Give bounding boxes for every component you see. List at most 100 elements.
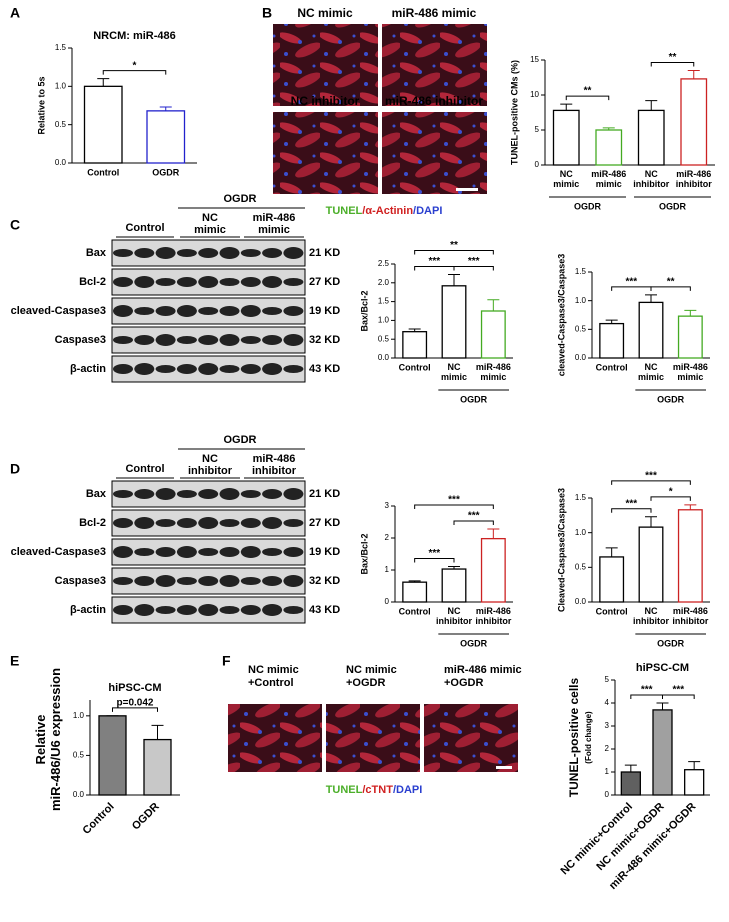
blot-band bbox=[262, 307, 283, 315]
microscopy-image bbox=[273, 24, 378, 106]
x-tick-label: miR-486 mimic bbox=[591, 169, 626, 189]
group-label: OGDR bbox=[657, 638, 685, 648]
blot-group: NC mimic bbox=[194, 212, 226, 236]
significance-label: *** bbox=[448, 495, 460, 506]
significance-label: ** bbox=[667, 277, 675, 288]
significance-bracket bbox=[453, 520, 494, 526]
y-axis-label: RelativemiR-486/U6 expression bbox=[33, 668, 63, 811]
microscopy-image bbox=[424, 704, 518, 772]
blot-band bbox=[283, 247, 304, 259]
blot-row-label: Caspase3 bbox=[55, 575, 106, 587]
panel-label: A bbox=[10, 5, 20, 21]
y-tick-label: 0.0 bbox=[575, 353, 587, 362]
blot-band bbox=[176, 364, 197, 374]
error-bar bbox=[97, 78, 110, 87]
bar bbox=[441, 568, 467, 603]
significance-label: *** bbox=[641, 685, 653, 696]
y-tick-label: 1.5 bbox=[55, 43, 67, 52]
y-axis-label: cleaved-Caspase3/Caspase3 bbox=[556, 254, 566, 377]
blot-kd: 19 KD bbox=[309, 305, 340, 317]
x-tick-label: NC mimic bbox=[553, 169, 579, 189]
blot-row-label: β-actin bbox=[70, 604, 106, 616]
blot-band bbox=[176, 546, 197, 558]
error-bar bbox=[684, 309, 697, 317]
bar bbox=[599, 556, 625, 603]
error-bar bbox=[687, 70, 700, 79]
blot-band bbox=[240, 577, 261, 585]
error-bar bbox=[487, 299, 500, 311]
blot-group: NC inhibitor bbox=[188, 453, 233, 477]
image-label: miR-486 inhibitor bbox=[385, 94, 483, 108]
y-tick-label: 1.5 bbox=[575, 493, 587, 502]
blot-band bbox=[240, 249, 261, 257]
group-label: OGDR bbox=[657, 394, 685, 404]
significance-label: *** bbox=[468, 511, 480, 522]
blot-band bbox=[113, 277, 133, 287]
blot-band bbox=[113, 249, 133, 257]
x-tick-label: Control bbox=[81, 801, 117, 837]
significance-label: ** bbox=[450, 240, 458, 251]
y-tick-label: 0.5 bbox=[73, 751, 85, 760]
image-label: NC mimic bbox=[346, 664, 397, 676]
significance-label: * bbox=[133, 60, 137, 71]
y-tick-label: 3 bbox=[605, 721, 610, 730]
blot-group: miR-486 inhibitor bbox=[252, 453, 297, 477]
microscopy-image bbox=[382, 24, 487, 106]
significance-bracket bbox=[650, 62, 695, 67]
blot-band bbox=[198, 248, 219, 258]
blot-band bbox=[176, 605, 197, 615]
blot-band bbox=[198, 576, 219, 586]
significance-label: *** bbox=[625, 498, 637, 509]
error-bar bbox=[448, 565, 460, 570]
bar bbox=[402, 581, 428, 603]
blot-band bbox=[134, 517, 155, 529]
blot-group: Control bbox=[125, 222, 164, 234]
x-tick-label: Control bbox=[596, 362, 628, 372]
image-label: +OGDR bbox=[346, 677, 385, 689]
blot-band bbox=[262, 248, 283, 258]
y-axis-label: Relative to 5s bbox=[36, 76, 46, 134]
blot-row-label: β-actin bbox=[70, 363, 106, 375]
blot-band bbox=[198, 517, 219, 529]
y-tick-label: 0.5 bbox=[378, 334, 390, 343]
microscopy-image bbox=[273, 112, 378, 194]
error-bar bbox=[602, 127, 615, 130]
bar bbox=[552, 109, 580, 166]
bar bbox=[684, 769, 705, 796]
chart-title: NRCM: miR-486 bbox=[93, 30, 176, 42]
blot-band bbox=[283, 606, 304, 614]
image-label: +Control bbox=[248, 677, 294, 689]
blot-band bbox=[176, 336, 197, 344]
blot-band bbox=[155, 306, 176, 316]
x-tick-label: miR-486 inhibitor bbox=[475, 606, 511, 626]
x-tick-label: NC inhibitor bbox=[633, 169, 669, 189]
y-tick-label: 0.0 bbox=[73, 790, 85, 799]
image-label: NC inhibitor bbox=[291, 94, 360, 108]
blot-band bbox=[198, 307, 219, 315]
blot-band bbox=[283, 575, 304, 587]
y-axis-label: Cleaved-Caspase3/Caspase3 bbox=[556, 488, 566, 612]
image-label: +OGDR bbox=[444, 677, 483, 689]
blot-band bbox=[134, 276, 155, 288]
x-tick-label: NC mimic bbox=[441, 362, 467, 382]
blot-row-label: Bcl-2 bbox=[79, 276, 106, 288]
blot-kd: 32 KD bbox=[309, 334, 340, 346]
blot-band bbox=[262, 604, 283, 616]
blot-band bbox=[240, 546, 261, 558]
significance-bracket bbox=[650, 496, 691, 501]
blot-band bbox=[283, 306, 304, 316]
significance-label: *** bbox=[645, 471, 657, 482]
y-tick-label: 0 bbox=[535, 160, 540, 169]
y-tick-label: 2 bbox=[385, 533, 390, 542]
blot-band bbox=[219, 306, 240, 316]
error-bar bbox=[605, 319, 618, 324]
blot-band bbox=[113, 490, 133, 498]
blot-band bbox=[155, 334, 176, 346]
error-bar bbox=[487, 528, 500, 539]
error-bar bbox=[560, 103, 573, 111]
panel-label: C bbox=[10, 217, 20, 233]
bar bbox=[652, 709, 673, 796]
x-tick-label: Control bbox=[399, 362, 431, 372]
error-bar bbox=[645, 516, 657, 528]
